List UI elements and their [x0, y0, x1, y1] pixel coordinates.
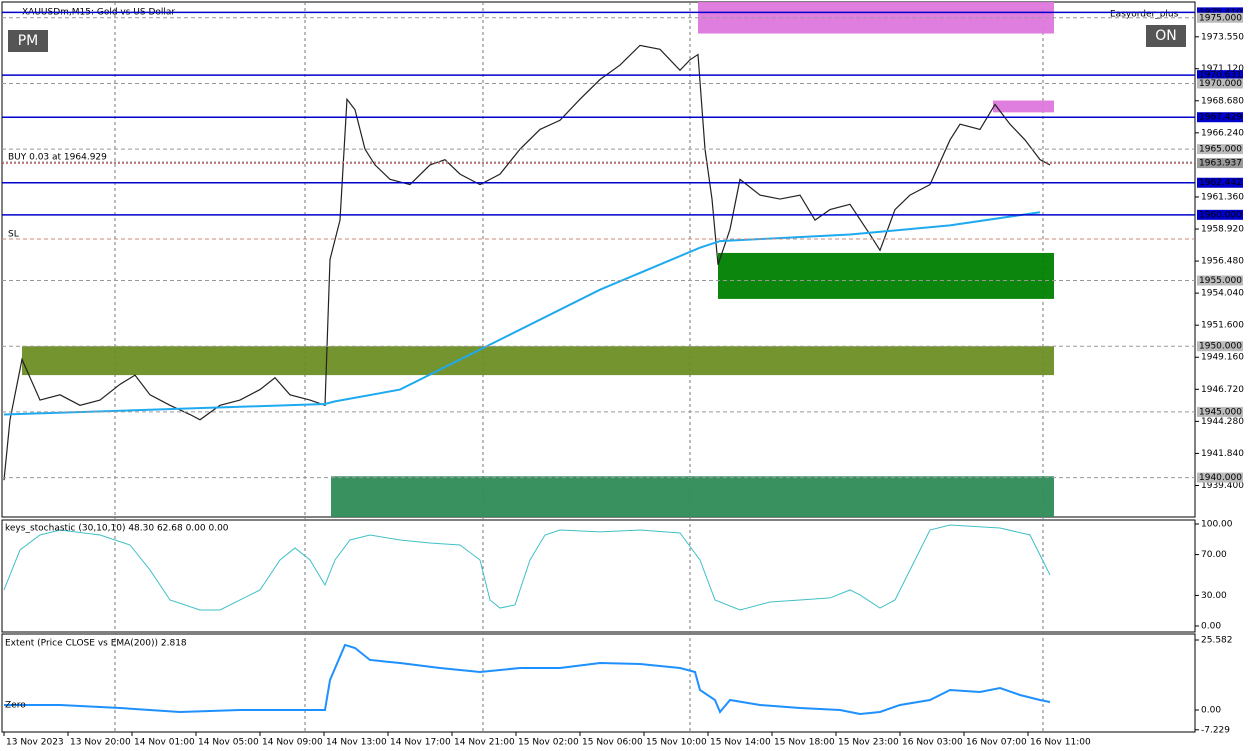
x-tick-label: 16 Nov 07:00	[966, 738, 1027, 748]
level-box	[1197, 341, 1243, 352]
y-tick-label: 1973.550	[1201, 32, 1244, 42]
y-tick-label: 1946.720	[1201, 385, 1244, 395]
y-tick-label: 1958.920	[1201, 225, 1244, 235]
y-tick-label: 0.00	[1201, 621, 1221, 631]
y-tick-label: 25.582	[1201, 635, 1233, 645]
price-line	[3, 44, 1051, 481]
level-box	[1197, 158, 1243, 169]
y-tick-label: 1951.600	[1201, 321, 1244, 331]
level-label: 1960.000	[1199, 210, 1242, 220]
y-tick-label: 1961.360	[1201, 192, 1244, 202]
on-button-label[interactable]: ON	[1155, 28, 1177, 44]
y-tick-label: 1949.160	[1201, 353, 1244, 363]
level-label: 1945.000	[1199, 407, 1242, 417]
x-tick-label: 16 Nov 03:00	[902, 738, 963, 748]
x-tick-label: 13 Nov 2023	[6, 738, 64, 748]
order-label: BUY 0.03 at 1964.929	[8, 153, 107, 163]
level-box	[1197, 12, 1243, 23]
level-box	[1197, 78, 1243, 89]
x-tick-label: 14 Nov 09:00	[262, 738, 323, 748]
level-label: 1967.429	[1199, 113, 1242, 123]
level-box	[1197, 144, 1243, 155]
level-label: 1965.000	[1199, 145, 1242, 155]
x-tick-label: 15 Nov 18:00	[774, 738, 835, 748]
expert-name: Easyorder_plus	[1110, 10, 1179, 20]
stochastic-title: keys_stochastic (30,10,10) 48.30 62.68 0…	[5, 524, 229, 534]
ema-line	[3, 211, 1041, 416]
level-label: 1955.000	[1199, 276, 1242, 286]
x-tick-label: 15 Nov 14:00	[710, 738, 771, 748]
level-label: 1970.000	[1199, 79, 1242, 89]
level-label: 1940.000	[1199, 473, 1242, 483]
y-tick-label: 1954.040	[1201, 289, 1244, 299]
y-tick-label: -7.229	[1201, 725, 1230, 735]
zone	[22, 346, 1054, 376]
level-box	[1197, 7, 1243, 18]
y-tick-label: 1968.680	[1201, 96, 1244, 106]
y-tick-label: 70.00	[1201, 550, 1227, 560]
x-tick-label: 14 Nov 01:00	[134, 738, 195, 748]
x-tick-label: 15 Nov 06:00	[582, 738, 643, 748]
level-box	[1197, 406, 1243, 417]
extent-panel	[1, 633, 1196, 733]
zone	[698, 2, 1054, 34]
y-tick-label: 1956.480	[1201, 257, 1244, 267]
y-tick-label: 1966.240	[1201, 128, 1244, 138]
level-label: 1970.631	[1199, 71, 1242, 81]
y-tick-label: 1941.840	[1201, 449, 1244, 459]
extent-title: Extent (Price CLOSE vs EMA(200)) 2.818	[5, 639, 187, 649]
on-button[interactable]	[1146, 25, 1186, 47]
level-label: 1975.000	[1199, 13, 1242, 23]
x-tick-label: 13 Nov 20:00	[70, 738, 131, 748]
pm-button-label[interactable]: PM	[18, 33, 39, 49]
level-label: 1963.937	[1199, 159, 1242, 169]
stochastic-panel	[1, 519, 1196, 633]
stochastic-line	[3, 524, 1051, 611]
level-box	[1197, 209, 1243, 220]
level-box	[1197, 177, 1243, 188]
y-tick-label: 1939.400	[1201, 481, 1244, 491]
x-tick-label: 14 Nov 17:00	[390, 738, 451, 748]
y-tick-label: 1971.120	[1201, 64, 1244, 74]
sl-label: SL	[8, 230, 19, 240]
zone	[718, 252, 1054, 299]
y-tick-label: 0.00	[1201, 705, 1221, 715]
x-tick-label: 14 Nov 21:00	[454, 738, 515, 748]
zone	[331, 476, 1054, 517]
extent-line	[4, 643, 1051, 716]
level-box	[1197, 70, 1243, 81]
level-box	[1197, 112, 1243, 123]
y-tick-label: 100.00	[1201, 519, 1233, 529]
x-tick-label: 14 Nov 05:00	[198, 738, 259, 748]
x-tick-label: 14 Nov 13:00	[326, 738, 387, 748]
level-box	[1197, 472, 1243, 483]
x-tick-label: 15 Nov 02:00	[518, 738, 579, 748]
y-tick-label: 1944.280	[1201, 417, 1244, 427]
zero-label: Zero	[5, 701, 26, 711]
pm-button[interactable]	[8, 30, 48, 52]
vertical-separators	[114, 2, 1044, 732]
x-tick-label: 15 Nov 10:00	[646, 738, 707, 748]
x-tick-label: 15 Nov 23:00	[838, 738, 899, 748]
x-tick-label: 16 Nov 11:00	[1030, 738, 1091, 748]
y-tick-label: 30.00	[1201, 591, 1227, 601]
zone	[993, 100, 1054, 113]
level-box	[1197, 275, 1243, 286]
level-label: 1962.442	[1199, 178, 1242, 188]
level-label: 1950.000	[1199, 342, 1242, 352]
